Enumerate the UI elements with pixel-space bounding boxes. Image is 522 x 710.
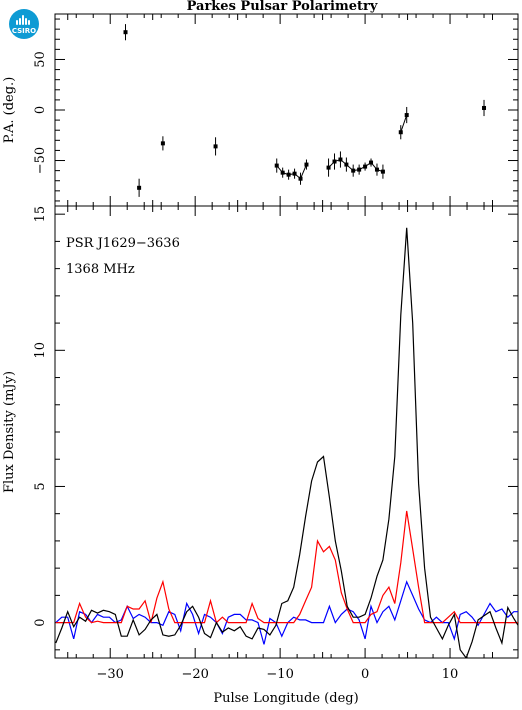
x-tick-label: −10 xyxy=(266,667,293,682)
pa-point xyxy=(482,105,487,110)
logo-text: CSIRO xyxy=(11,27,37,35)
pa-point xyxy=(286,172,291,177)
pa-point xyxy=(332,159,337,164)
pa-data xyxy=(123,24,487,197)
y-tick-label: 15 xyxy=(33,206,48,223)
y-tick-label: −50 xyxy=(33,147,48,174)
x-tick-label: 10 xyxy=(442,667,459,682)
pa-connector xyxy=(400,114,408,133)
y-tick-label: 0 xyxy=(33,106,48,114)
pa-axes: −50 0 50 xyxy=(33,14,518,206)
y-tick-label: 5 xyxy=(33,482,48,490)
pa-point xyxy=(137,185,142,190)
flux-data xyxy=(55,227,518,658)
chart-title: Parkes Pulsar Polarimetry xyxy=(187,0,378,14)
pa-point xyxy=(304,162,309,167)
pa-point xyxy=(363,164,368,169)
pa-point xyxy=(326,165,331,170)
x-tick-label: −30 xyxy=(97,667,124,682)
flux-panel: −30 −20 −10 0 10 0 5 10 15 PSR J1629−3636 1368 M… xyxy=(2,205,519,706)
pa-point xyxy=(274,163,279,168)
y-tick-label: 50 xyxy=(33,51,48,68)
y-tick-label: 0 xyxy=(33,618,48,626)
logo-bars-icon xyxy=(16,15,32,25)
annotation-psr: PSR J1629−3636 xyxy=(66,236,180,251)
pa-connector xyxy=(328,158,384,173)
total-intensity-line xyxy=(55,227,518,658)
pa-point xyxy=(298,176,303,181)
pa-point xyxy=(357,167,362,172)
csiro-logo: CSIRO xyxy=(9,9,39,39)
pa-point xyxy=(344,162,349,167)
pa-point xyxy=(292,171,297,176)
y-tick-label: 10 xyxy=(33,342,48,359)
pa-panel: −50 0 50 P.A. (deg.) xyxy=(2,13,519,207)
pa-point xyxy=(338,157,343,162)
pa-point xyxy=(351,168,356,173)
pa-point xyxy=(213,144,218,149)
pa-point xyxy=(404,113,409,118)
flux-xlabel: Pulse Longitude (deg) xyxy=(213,691,358,706)
pa-point xyxy=(123,30,128,35)
x-tick-label: 0 xyxy=(361,667,369,682)
annotation-frequency: 1368 MHz xyxy=(66,262,135,277)
x-tick-label: −20 xyxy=(181,667,208,682)
pa-point xyxy=(369,160,374,165)
pa-point xyxy=(160,141,165,146)
pa-point xyxy=(280,170,285,175)
linear-polarization-line xyxy=(55,510,518,624)
pa-point xyxy=(374,167,379,172)
pa-point xyxy=(380,169,385,174)
pa-panel-frame xyxy=(54,13,519,207)
pa-point xyxy=(398,130,403,135)
pa-ylabel: P.A. (deg.) xyxy=(2,77,17,144)
flux-ylabel: Flux Density (mJy) xyxy=(2,371,17,493)
